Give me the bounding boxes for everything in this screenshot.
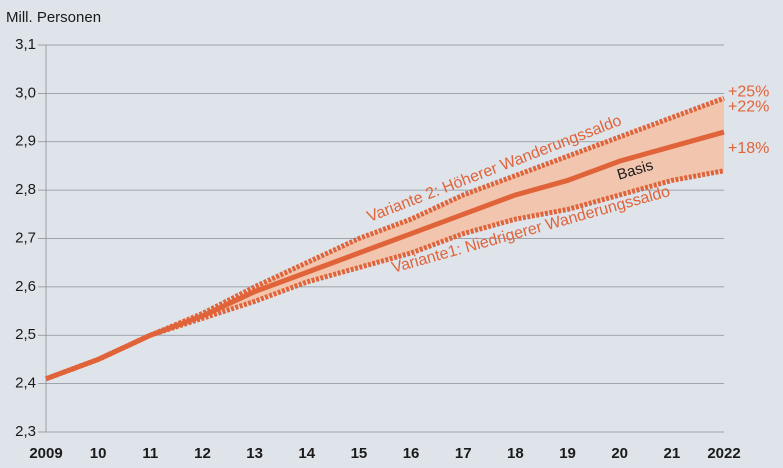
y-tick-label: 3,0 (15, 84, 36, 101)
end-label: +18% (728, 140, 769, 157)
y-tick-label: 2,6 (15, 278, 36, 295)
x-tick-label: 11 (142, 445, 158, 462)
x-tick-label: 16 (403, 445, 420, 462)
y-tick-label: 2,4 (15, 375, 36, 392)
x-tick-label: 15 (351, 445, 368, 462)
x-tick-label: 14 (298, 445, 315, 462)
y-tick-label: 2,9 (15, 133, 36, 150)
y-tick-label: 3,1 (15, 36, 36, 53)
y-tick-label: 2,8 (15, 181, 36, 198)
x-tick-label: 2009 (29, 445, 62, 462)
x-tick-label: 2022 (707, 445, 740, 462)
y-tick-label: 2,5 (15, 326, 36, 343)
end-label: +25% (728, 83, 769, 100)
x-tick-label: 17 (455, 445, 472, 462)
x-tick-label: 18 (507, 445, 524, 462)
end-label: +22% (728, 98, 769, 115)
x-tick-label: 10 (90, 445, 107, 462)
x-tick-label: 19 (559, 445, 576, 462)
y-tick-label: 2,3 (15, 423, 36, 440)
x-tick-label: 13 (246, 445, 263, 462)
variant-line (45, 168, 725, 382)
x-tick-label: 12 (194, 445, 211, 462)
y-tick-label: 2,7 (15, 229, 36, 246)
x-tick-label: 20 (611, 445, 628, 462)
x-tick-label: 21 (664, 445, 681, 462)
y-axis-label: Mill. Personen (6, 9, 101, 26)
